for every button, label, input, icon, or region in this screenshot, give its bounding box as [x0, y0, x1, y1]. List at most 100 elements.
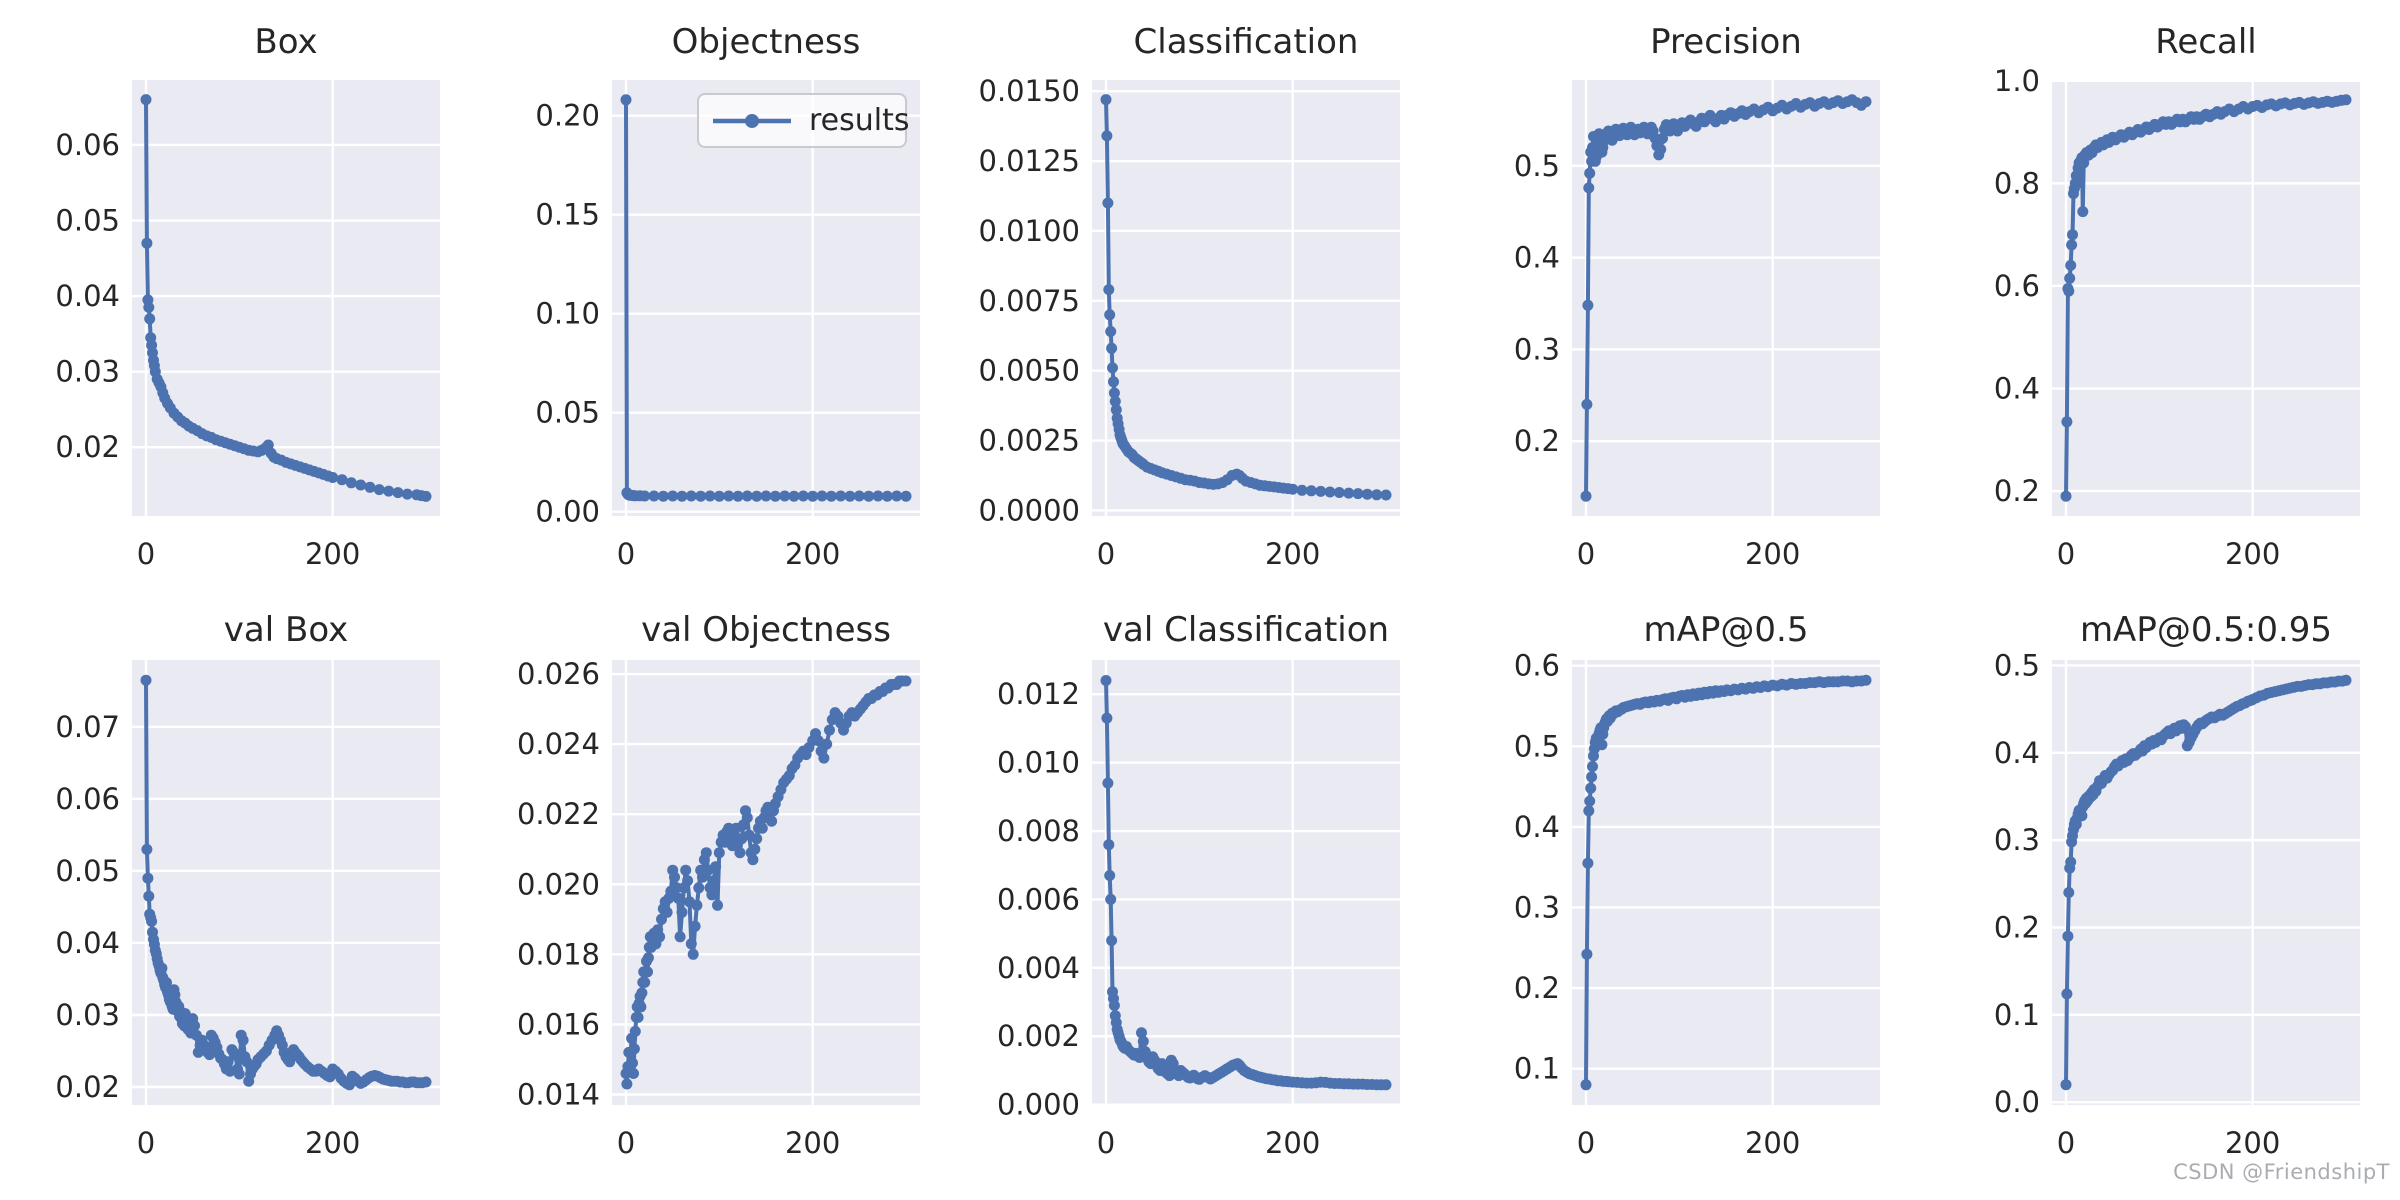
svg-text:0: 0	[1097, 537, 1115, 571]
svg-text:0.1: 0.1	[1514, 1052, 1560, 1086]
subplot-map50: mAP@0.5 0 200 0.6 0.5 0.4 0.3 0.2 0.1	[1440, 600, 1920, 1200]
svg-text:0.022: 0.022	[517, 797, 600, 831]
svg-text:0.1: 0.1	[1994, 998, 2040, 1032]
svg-text:200: 200	[305, 1126, 360, 1160]
svg-text:200: 200	[1265, 1126, 1320, 1160]
svg-text:0.018: 0.018	[517, 937, 600, 971]
precision-chart: 0 200 0.5 0.4 0.3 0.2	[1514, 80, 1880, 571]
svg-text:0.0075: 0.0075	[979, 284, 1080, 318]
legend-label: results	[809, 103, 910, 138]
svg-text:0.03: 0.03	[55, 998, 120, 1032]
plot-title-box: Box	[254, 22, 318, 62]
svg-text:0.008: 0.008	[997, 814, 1080, 848]
subplot-map50-95: mAP@0.5:0.95 0 200 0.5 0.4 0.3 0.2 0.1 0.0	[1920, 600, 2400, 1200]
svg-text:200: 200	[305, 537, 360, 571]
subplot-recall: Recall 0 200 1.0 0.8 0.6 0.4 0.2	[1920, 0, 2400, 600]
subplot-val-objectness: val Objectness 0 200 0.026 0.024 0.022 0.020 0…	[480, 600, 960, 1200]
val-classification-loss-chart: 0 200 0.012 0.010 0.008 0.006 0.004 0.002 0.000	[997, 660, 1400, 1160]
plot-title-classification: Classification	[1133, 22, 1359, 62]
svg-text:0.016: 0.016	[517, 1007, 600, 1041]
classification-loss-chart: 0 200 0.0150 0.0125 0.0100 0.0075 0.0050 0.0025…	[979, 74, 1400, 571]
svg-text:0: 0	[2057, 1126, 2075, 1160]
svg-text:0.4: 0.4	[1994, 736, 2040, 770]
svg-text:0.000: 0.000	[997, 1088, 1080, 1122]
svg-text:0.04: 0.04	[55, 926, 120, 960]
svg-text:200: 200	[2225, 1126, 2280, 1160]
svg-text:0.10: 0.10	[535, 297, 600, 331]
svg-text:0: 0	[1097, 1126, 1115, 1160]
svg-text:0.04: 0.04	[55, 279, 120, 313]
map50-chart: 0 200 0.6 0.5 0.4 0.3 0.2 0.1	[1514, 649, 1880, 1160]
svg-text:0.3: 0.3	[1994, 823, 2040, 857]
svg-text:0.026: 0.026	[517, 657, 600, 691]
plot-title-map50: mAP@0.5	[1643, 610, 1809, 650]
svg-text:0: 0	[1577, 1126, 1595, 1160]
svg-text:0.6: 0.6	[1514, 649, 1560, 683]
svg-text:0.020: 0.020	[517, 867, 600, 901]
svg-text:0.02: 0.02	[55, 1070, 120, 1104]
plot-title-precision: Precision	[1650, 22, 1802, 62]
svg-text:0.4: 0.4	[1514, 241, 1560, 275]
plot-title-val-classification: val Classification	[1102, 610, 1390, 650]
svg-text:0: 0	[1577, 537, 1595, 571]
svg-text:0.4: 0.4	[1994, 372, 2040, 406]
plot-title-val-objectness: val Objectness	[641, 610, 891, 650]
svg-text:0.8: 0.8	[1994, 166, 2040, 200]
subplot-objectness: Objectness 0 200 0.20 0.15 0.10 0.05 0.00 resu…	[480, 0, 960, 600]
svg-text:0.00: 0.00	[535, 495, 600, 529]
svg-text:0.6: 0.6	[1994, 269, 2040, 303]
svg-text:0.05: 0.05	[535, 396, 600, 430]
svg-text:0: 0	[2057, 537, 2075, 571]
plot-title-map50-95: mAP@0.5:0.95	[2079, 610, 2333, 650]
svg-text:0.014: 0.014	[517, 1077, 600, 1111]
svg-text:0.024: 0.024	[517, 727, 600, 761]
svg-text:0.0150: 0.0150	[979, 74, 1080, 108]
svg-text:0.3: 0.3	[1514, 890, 1560, 924]
svg-text:0: 0	[137, 1126, 155, 1160]
val-objectness-loss-chart: 0 200 0.026 0.024 0.022 0.020 0.018 0.016 0.014	[517, 657, 920, 1160]
watermark: CSDN @FriendshipT	[2173, 1160, 2390, 1184]
subplot-precision: Precision 0 200 0.5 0.4 0.3 0.2	[1440, 0, 1920, 600]
svg-text:0.002: 0.002	[997, 1019, 1080, 1053]
svg-text:0.0000: 0.0000	[979, 493, 1080, 527]
recall-chart: 0 200 1.0 0.8 0.6 0.4 0.2	[1994, 64, 2360, 571]
svg-text:0: 0	[617, 537, 635, 571]
svg-text:0.012: 0.012	[997, 677, 1080, 711]
svg-text:200: 200	[1745, 537, 1800, 571]
plot-title-val-box: val Box	[223, 610, 349, 650]
svg-text:0.0125: 0.0125	[979, 144, 1080, 178]
svg-text:0.06: 0.06	[55, 128, 120, 162]
svg-text:0.20: 0.20	[535, 99, 600, 133]
map50-95-chart: 0 200 0.5 0.4 0.3 0.2 0.1 0.0	[1994, 648, 2360, 1160]
svg-text:0.4: 0.4	[1514, 810, 1560, 844]
subplot-val-box: val Box 0 200 0.07 0.06 0.05 0.04 0.03 0.02	[0, 600, 480, 1200]
subplot-box: Box 0 200 0.06 0.05 0.04 0.03 0.02	[0, 0, 480, 600]
svg-text:0.3: 0.3	[1514, 332, 1560, 366]
svg-text:0.2: 0.2	[1994, 910, 2040, 944]
svg-text:0.05: 0.05	[55, 854, 120, 888]
svg-text:0.15: 0.15	[535, 198, 600, 232]
svg-text:0.5: 0.5	[1514, 149, 1560, 183]
plot-title-recall: Recall	[2155, 22, 2257, 62]
svg-text:200: 200	[1265, 537, 1320, 571]
svg-text:0.0050: 0.0050	[979, 354, 1080, 388]
box-loss-chart: 0 200 0.06 0.05 0.04 0.03 0.02	[55, 80, 440, 571]
svg-text:200: 200	[1745, 1126, 1800, 1160]
svg-text:0.06: 0.06	[55, 782, 120, 816]
svg-text:0.0: 0.0	[1994, 1085, 2040, 1119]
svg-text:0: 0	[617, 1126, 635, 1160]
svg-text:0.05: 0.05	[55, 204, 120, 238]
val-box-loss-chart: 0 200 0.07 0.06 0.05 0.04 0.03 0.02	[55, 660, 440, 1160]
subplot-classification: Classification 0 200 0.0150 0.0125 0.0100 0.0…	[960, 0, 1440, 600]
svg-text:0.5: 0.5	[1514, 729, 1560, 763]
svg-text:0.2: 0.2	[1514, 424, 1560, 458]
objectness-loss-chart: 0 200 0.20 0.15 0.10 0.05 0.00	[535, 80, 920, 571]
legend: results	[697, 93, 910, 148]
svg-text:200: 200	[785, 1126, 840, 1160]
svg-text:200: 200	[2225, 537, 2280, 571]
legend-line-marker-icon	[713, 113, 791, 128]
svg-text:0.03: 0.03	[55, 355, 120, 389]
svg-text:0: 0	[137, 537, 155, 571]
svg-text:0.0100: 0.0100	[979, 214, 1080, 248]
